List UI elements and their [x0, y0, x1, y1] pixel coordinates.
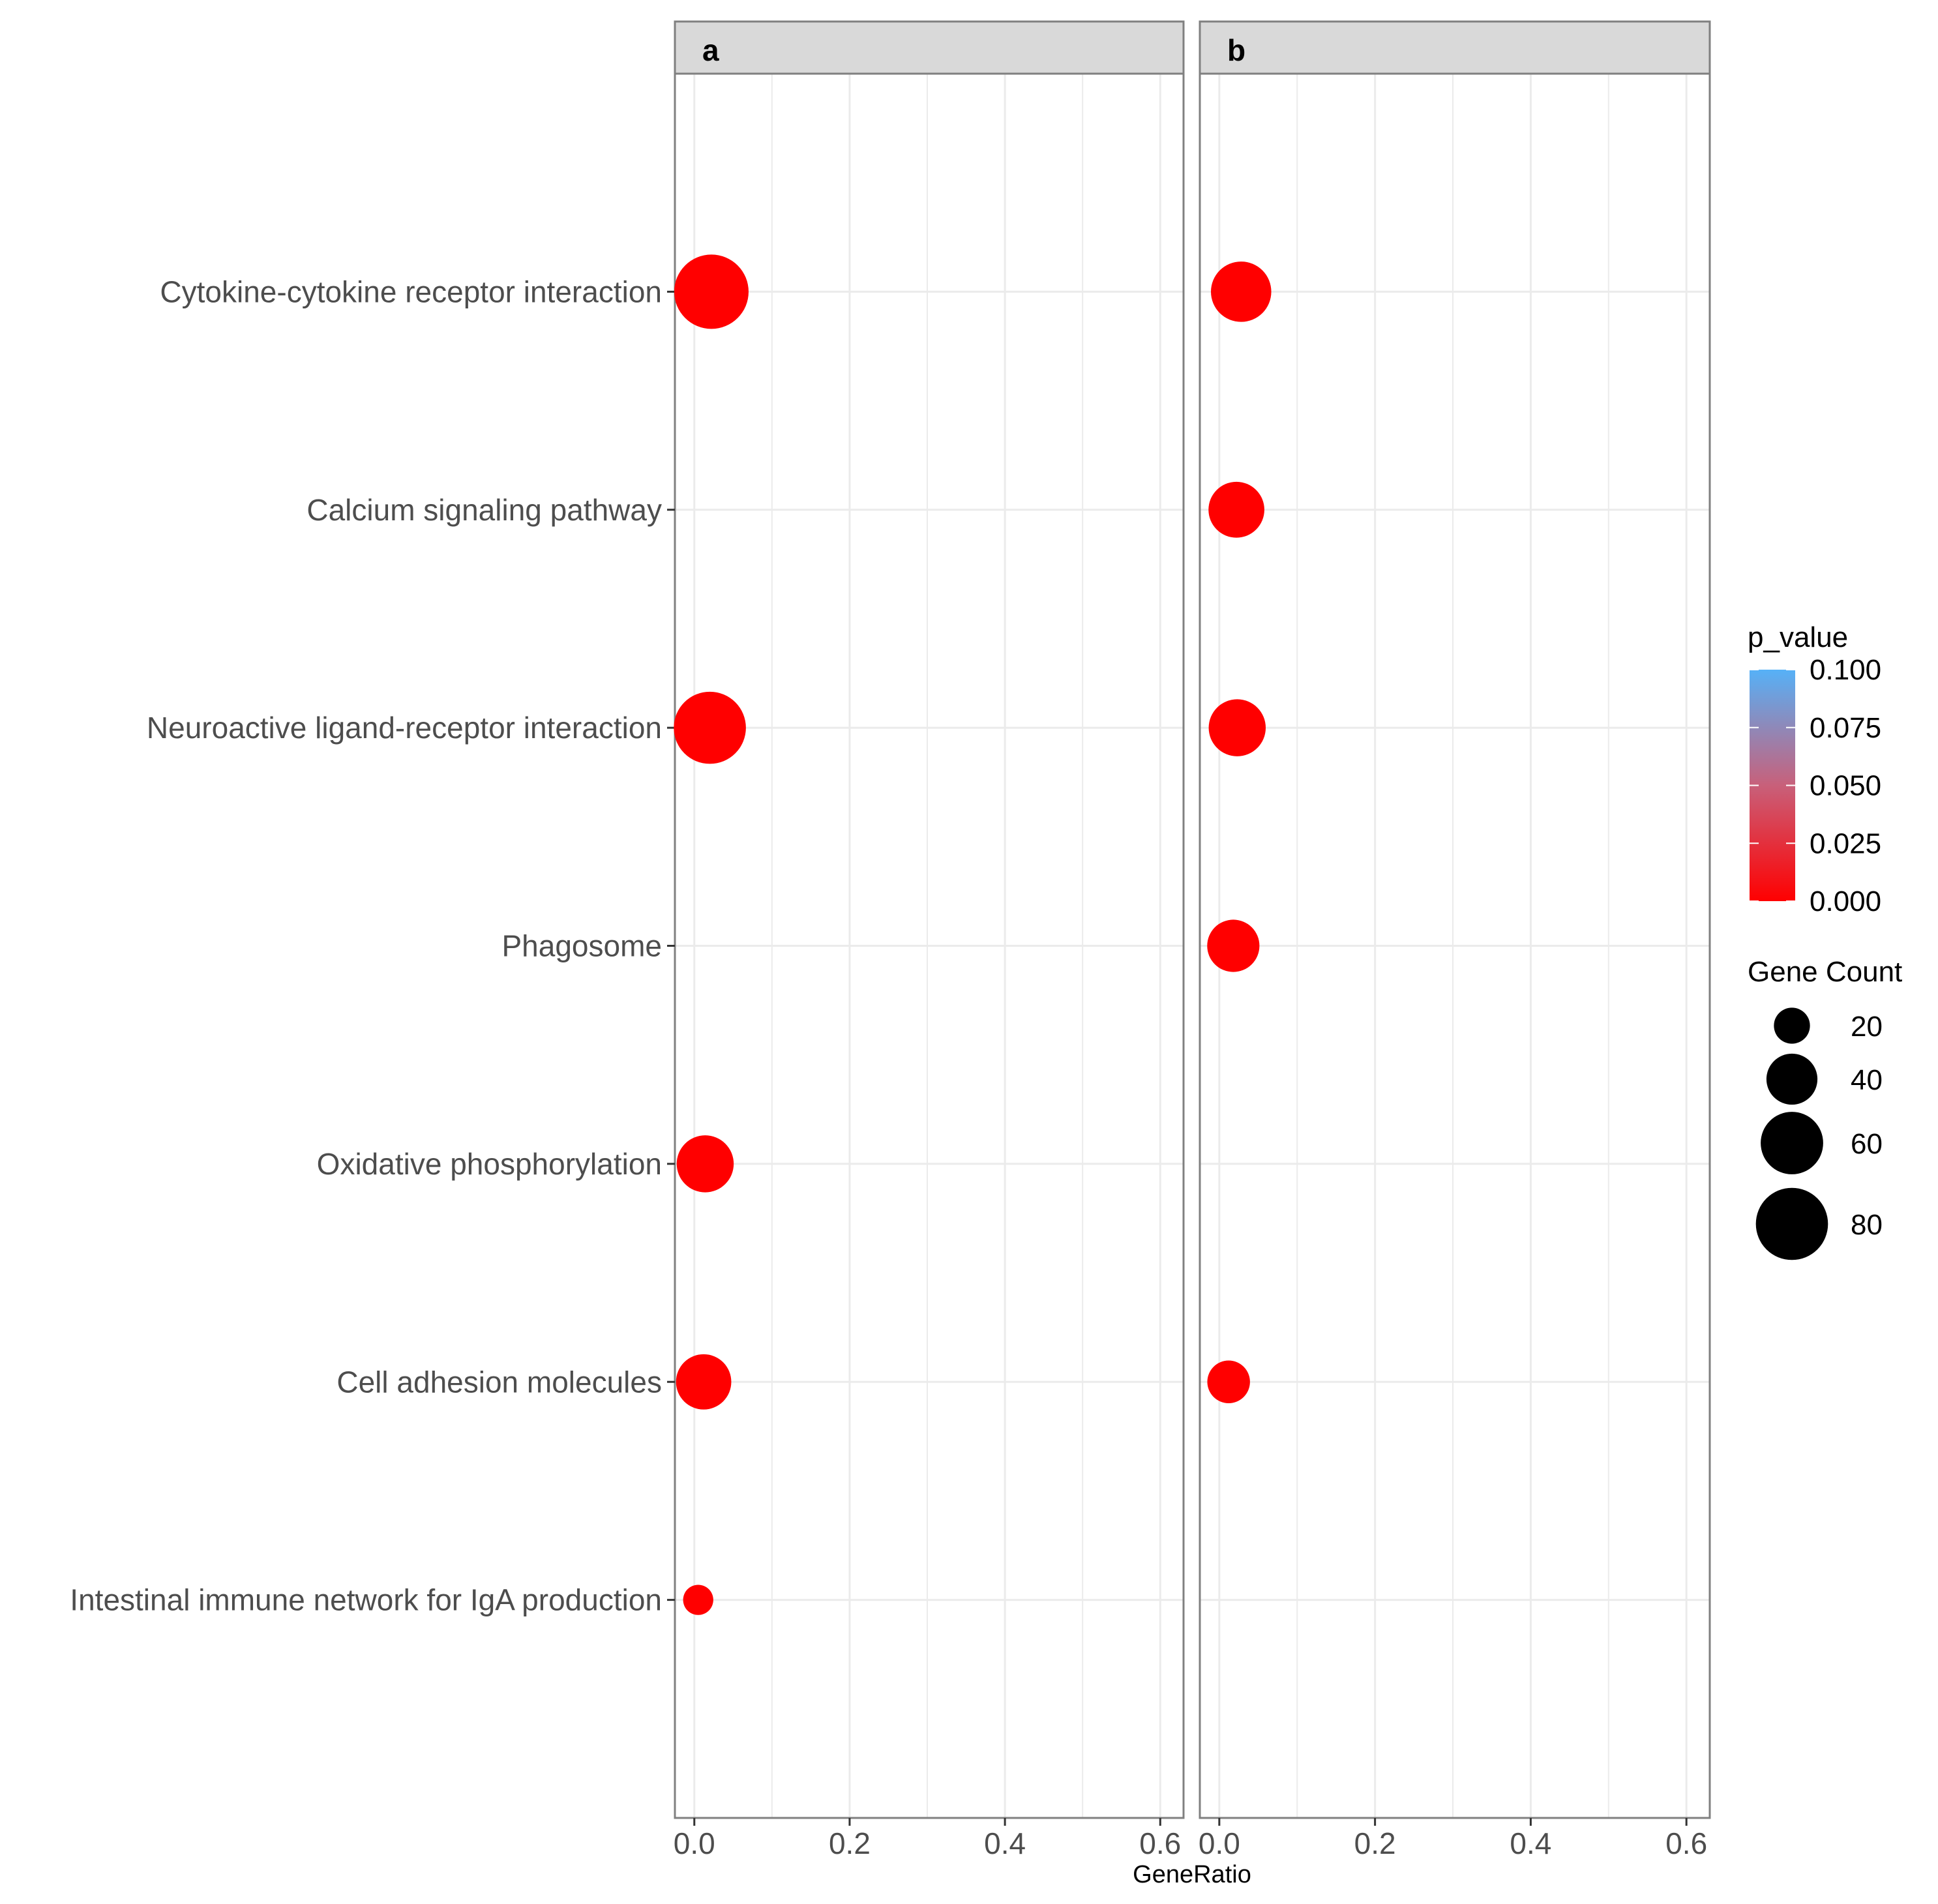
y-tick-label: Intestinal immune network for IgA produc…	[70, 1583, 662, 1617]
color-tick-label: 0.050	[1810, 770, 1881, 802]
y-tick-label: Neuroactive ligand-receptor interaction	[147, 711, 662, 745]
size-legend-keys: 20 40 60 80	[1755, 1007, 1883, 1260]
color-tick-label: 0.000	[1810, 885, 1881, 917]
size-legend-label: 80	[1851, 1209, 1883, 1241]
y-axis: Cytokine-cytokine receptor interaction Ca…	[70, 275, 675, 1617]
x-tick-label: 0.0	[674, 1826, 715, 1860]
data-point-b	[1208, 699, 1266, 756]
data-point-b	[1211, 261, 1272, 322]
size-legend-title: Gene Count	[1748, 956, 1902, 988]
data-point-a	[674, 254, 749, 329]
data-point-a	[676, 1135, 734, 1193]
x-tick-label: 0.6	[1139, 1826, 1181, 1860]
x-tick-label: 0.2	[1354, 1826, 1396, 1860]
color-tick-label: 0.100	[1810, 654, 1881, 686]
legend: p_value 0.000 0.025 0.050 0.075 0.100 Gene C…	[1748, 621, 1902, 1260]
facet-panel-a: a 0.0 0.2 0.4 0.6	[674, 20, 1185, 1860]
data-point-a	[676, 1354, 732, 1410]
x-tick-label: 0.2	[829, 1826, 871, 1860]
size-legend-label: 20	[1851, 1011, 1883, 1043]
size-legend-key	[1766, 1053, 1818, 1105]
color-tick-label: 0.025	[1810, 827, 1881, 859]
size-legend-label: 60	[1851, 1128, 1883, 1160]
color-legend-ticks: 0.000 0.025 0.050 0.075 0.100	[1750, 654, 1881, 917]
facet-panel-b: b 0.0 0.2 0.4 0.6	[1199, 20, 1711, 1860]
y-tick-label: Phagosome	[502, 929, 663, 963]
y-tick-label: Cell adhesion molecules	[336, 1365, 662, 1399]
data-point-b	[1207, 919, 1260, 972]
data-point-b	[1208, 481, 1264, 538]
size-legend-label: 40	[1851, 1064, 1883, 1096]
y-tick-label: Oxidative phosphorylation	[317, 1147, 662, 1181]
x-tick-label: 0.4	[1510, 1826, 1551, 1860]
data-point-b	[1207, 1360, 1250, 1403]
size-legend-key	[1755, 1187, 1828, 1260]
color-tick-label: 0.075	[1810, 712, 1881, 744]
facet-strip-label: b	[1227, 33, 1245, 67]
data-point-a	[674, 691, 746, 764]
facet-strip	[1199, 20, 1711, 75]
facet-strip-label: a	[702, 33, 719, 67]
x-axis-title: GeneRatio	[1133, 1861, 1251, 1888]
y-tick-label: Calcium signaling pathway	[306, 493, 662, 527]
y-tick-label: Cytokine-cytokine receptor interaction	[160, 275, 662, 308]
facet-panels: a 0.0 0.2 0.4 0.6 b 0.0 0.2 0.4 0.6	[674, 20, 1711, 1860]
x-tick-label: 0.6	[1665, 1826, 1707, 1860]
size-legend-key	[1761, 1112, 1823, 1174]
x-tick-label: 0.0	[1199, 1826, 1240, 1860]
facet-strip	[674, 20, 1185, 75]
size-legend-key	[1774, 1007, 1810, 1044]
color-legend-title: p_value	[1748, 621, 1848, 653]
data-point-a	[683, 1584, 713, 1615]
data-points	[674, 254, 1272, 1615]
x-tick-label: 0.4	[984, 1826, 1026, 1860]
